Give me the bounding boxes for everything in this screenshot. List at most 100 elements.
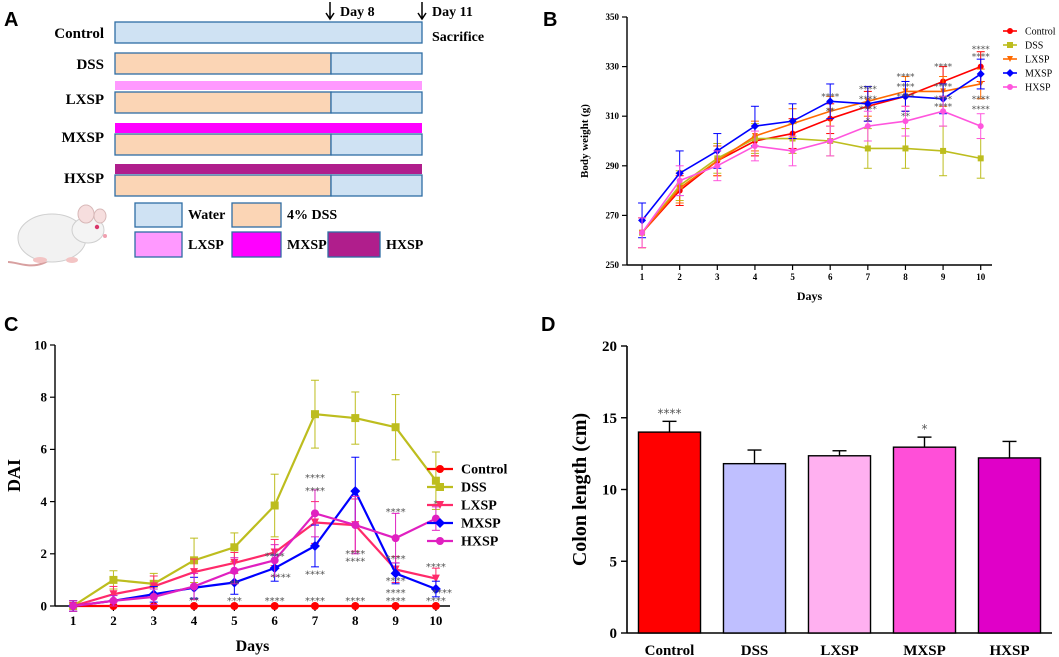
data-point [714, 162, 721, 169]
dss-dss-bar [114, 52, 332, 75]
mxsp-drug-bar [115, 123, 422, 133]
data-point [639, 229, 646, 236]
data-point [391, 423, 400, 432]
x-axis-title: Days [236, 638, 270, 655]
legend-marker [435, 518, 445, 528]
legend-label: Control [1025, 26, 1056, 37]
significance-mark: ** [229, 579, 239, 590]
significance-mark: **** [859, 85, 878, 95]
data-point [230, 543, 239, 552]
x-tick-label: MXSP [903, 643, 946, 657]
data-point [270, 556, 279, 565]
data-point [149, 602, 158, 610]
legend-marker [436, 465, 444, 473]
data-point [391, 534, 400, 543]
x-tick-label: 7 [866, 272, 871, 282]
lxsp-dss-bar [114, 91, 332, 114]
legend-label: MXSP [461, 517, 501, 532]
series-lxsp [638, 68, 985, 249]
mxsp-water-bar [330, 133, 423, 156]
data-point [351, 414, 360, 423]
data-point [190, 582, 199, 591]
x-tick-label: Control [645, 643, 695, 657]
day11-arrow-icon [417, 2, 427, 21]
series-lxsp [69, 498, 440, 612]
legend-marker [436, 483, 444, 491]
group-label-hxsp: HXSP [64, 171, 104, 187]
significance-mark: **** [305, 596, 325, 607]
significance-mark: **** [386, 554, 406, 565]
significance-mark: **** [859, 95, 878, 105]
data-point [431, 476, 440, 485]
y-tick-label: 0 [610, 626, 618, 642]
x-tick-label: DSS [741, 643, 769, 657]
x-axis-title: Days [797, 289, 823, 303]
x-tick-label: HXSP [989, 643, 1029, 657]
significance-mark: ** [901, 112, 911, 122]
y-tick-label: 20 [602, 339, 617, 355]
data-point [788, 117, 797, 126]
sacrifice-label: Sacrifice [432, 30, 484, 45]
bar-lxsp [807, 455, 872, 634]
group-label-control: Control [54, 26, 104, 42]
legend-swatch-dss [231, 202, 282, 228]
significance-mark: **** [345, 549, 365, 560]
data-point [351, 602, 360, 610]
significance-mark: **** [432, 588, 452, 599]
lxsp-drug-bar [115, 81, 422, 90]
significance-mark: **** [345, 557, 365, 568]
x-tick-label: 3 [715, 272, 720, 282]
significance-mark: **** [972, 95, 991, 105]
series-dss [638, 123, 985, 249]
series-line [641, 137, 981, 234]
y-tick-label: 310 [606, 111, 620, 121]
significance-mark: **** [305, 473, 325, 484]
x-tick-label: 7 [312, 613, 319, 628]
mxsp-dss-bar [114, 133, 332, 156]
x-tick-label: 1 [640, 272, 645, 282]
significance-mark: **** [265, 596, 285, 607]
y-tick-label: 6 [41, 442, 48, 457]
data-point [864, 123, 871, 130]
legend-label: MXSP [1025, 68, 1053, 79]
significance-mark: **** [386, 507, 406, 518]
panel-label-b: B [543, 9, 557, 31]
control-water-bar [114, 21, 423, 44]
data-point [863, 99, 872, 108]
significance-mark: **** [859, 105, 878, 115]
group-label-lxsp: LXSP [66, 92, 104, 108]
y-axis-title: Body weight (g) [579, 104, 591, 178]
significance-mark: **** [271, 572, 291, 583]
bar-mxsp [892, 446, 957, 634]
data-point [310, 602, 319, 610]
data-point [190, 602, 199, 610]
experiment-design-panel: Day 8 Day 11 Sacrifice Control DSS LXSP … [7, 2, 484, 267]
y-axis-title: Colon length (cm) [569, 413, 591, 566]
series-control [69, 602, 440, 610]
data-point [230, 566, 239, 575]
data-point [109, 590, 118, 599]
body-weight-chart: 250 270 290 310 330 350 1 2 3 4 5 6 7 8 9 10 Days Body we… [579, 12, 1056, 303]
significance-mark: **** [934, 95, 953, 105]
significance-mark: **** [305, 570, 325, 581]
data-point [69, 602, 78, 610]
series-dss [69, 379, 440, 612]
y-tick-label: 4 [41, 494, 48, 509]
x-tick-label: 9 [392, 613, 399, 628]
rat-illustration [7, 204, 107, 267]
legend-swatch-water [134, 202, 183, 228]
legend-label: LXSP [461, 499, 497, 514]
y-tick-label: 350 [606, 12, 620, 22]
legend-marker [1007, 42, 1013, 48]
y-tick-label: 270 [606, 210, 620, 220]
significance-mark: **** [896, 73, 915, 83]
data-point [901, 92, 910, 101]
data-point [350, 486, 361, 497]
significance-mark: **** [972, 45, 991, 55]
data-point [789, 147, 796, 154]
data-point [751, 142, 758, 149]
legend-marker [1007, 56, 1013, 62]
data-point [109, 596, 118, 605]
